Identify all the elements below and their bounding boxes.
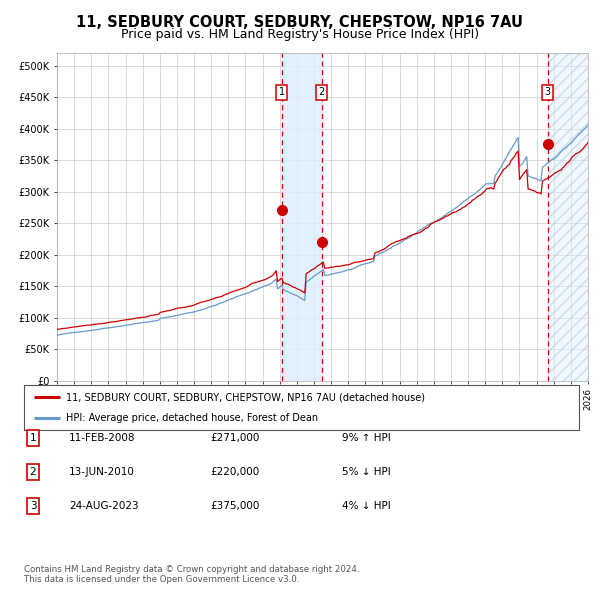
Text: HPI: Average price, detached house, Forest of Dean: HPI: Average price, detached house, Fore…	[65, 412, 318, 422]
Text: 1: 1	[29, 433, 37, 442]
Text: £375,000: £375,000	[210, 502, 259, 511]
Text: £271,000: £271,000	[210, 433, 259, 442]
Text: 3: 3	[545, 87, 551, 97]
Text: 11-FEB-2008: 11-FEB-2008	[69, 433, 136, 442]
Bar	[548, 53, 588, 381]
Text: 24-AUG-2023: 24-AUG-2023	[69, 502, 139, 511]
Text: Contains HM Land Registry data © Crown copyright and database right 2024.
This d: Contains HM Land Registry data © Crown c…	[24, 565, 359, 584]
Bar	[281, 53, 322, 381]
Text: 2: 2	[319, 87, 325, 97]
Text: 3: 3	[29, 502, 37, 511]
Text: 5% ↓ HPI: 5% ↓ HPI	[342, 467, 391, 477]
Text: 4% ↓ HPI: 4% ↓ HPI	[342, 502, 391, 511]
Text: 9% ↑ HPI: 9% ↑ HPI	[342, 433, 391, 442]
Text: 2: 2	[29, 467, 37, 477]
Text: Price paid vs. HM Land Registry's House Price Index (HPI): Price paid vs. HM Land Registry's House …	[121, 28, 479, 41]
Text: 13-JUN-2010: 13-JUN-2010	[69, 467, 135, 477]
Text: 11, SEDBURY COURT, SEDBURY, CHEPSTOW, NP16 7AU (detached house): 11, SEDBURY COURT, SEDBURY, CHEPSTOW, NP…	[65, 392, 425, 402]
Text: 1: 1	[278, 87, 284, 97]
Text: 11, SEDBURY COURT, SEDBURY, CHEPSTOW, NP16 7AU: 11, SEDBURY COURT, SEDBURY, CHEPSTOW, NP…	[77, 15, 523, 30]
Text: £220,000: £220,000	[210, 467, 259, 477]
